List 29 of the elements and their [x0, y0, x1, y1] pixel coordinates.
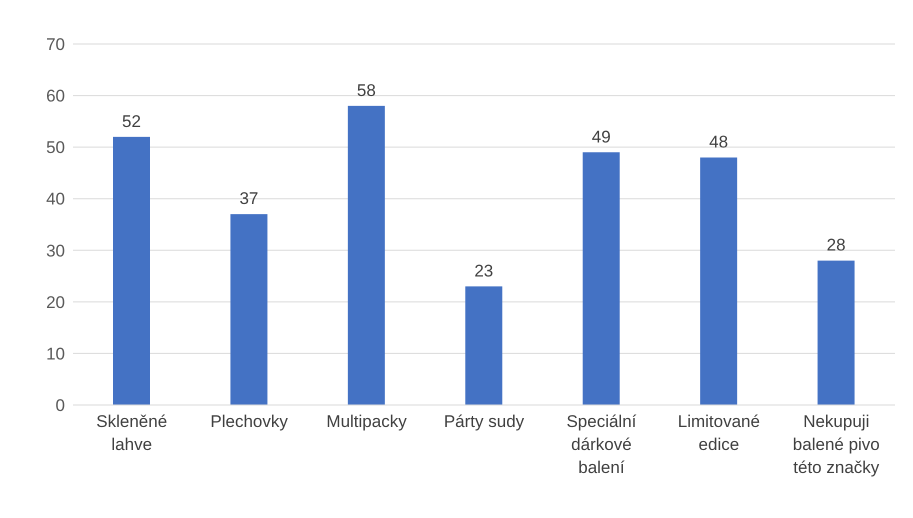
y-tick-label: 70 [46, 35, 65, 54]
data-label: 23 [474, 261, 494, 280]
bar [348, 106, 385, 405]
y-tick-label: 50 [46, 138, 65, 158]
data-label: 37 [239, 189, 258, 208]
y-tick-label: 30 [46, 241, 65, 260]
bar [465, 286, 502, 405]
x-tick-label: Multipacky [326, 412, 408, 431]
x-tick-label: Párty sudy [444, 412, 525, 431]
y-tick-label: 10 [46, 344, 65, 364]
y-tick-label: 0 [56, 396, 65, 416]
bar [700, 157, 738, 405]
y-tick-label: 20 [46, 292, 65, 312]
data-label: 48 [709, 132, 728, 152]
data-label: 58 [356, 80, 376, 100]
bar [818, 260, 855, 405]
data-label: 49 [592, 127, 611, 146]
bar [113, 136, 150, 405]
bar [582, 152, 620, 405]
data-label: 52 [122, 112, 141, 131]
x-tick-label: Skleněné lahve [96, 412, 168, 454]
x-tick-label: Plechovky [210, 412, 288, 431]
data-label: 28 [826, 236, 846, 255]
x-tick-label: Nekupuji balené pivo této značky [792, 412, 880, 477]
y-tick-label: 40 [46, 190, 65, 209]
x-tick-label: Speciální dárkové balení [566, 412, 637, 477]
y-tick-label: 60 [46, 86, 65, 106]
bar [230, 214, 268, 405]
x-tick-label: Limitované edice [678, 412, 760, 454]
